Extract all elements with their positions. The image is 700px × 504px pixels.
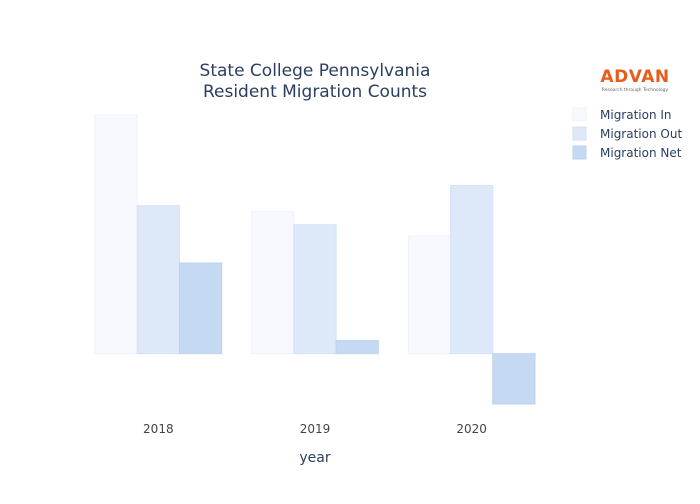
legend-item-migration-net[interactable]: Migration Net — [572, 145, 682, 160]
x-axis-title: year — [299, 450, 330, 466]
legend-label: Migration Net — [600, 146, 682, 160]
chart-title-line-2: Resident Migration Counts — [203, 82, 427, 102]
advan-logo: ADVAN Research through Technology — [600, 67, 669, 93]
bar-migration-in-2019[interactable] — [251, 211, 295, 355]
bar-migration-out-2020[interactable] — [450, 184, 494, 355]
legend-item-migration-out[interactable]: Migration Out — [572, 126, 682, 141]
bars-layer — [94, 114, 536, 405]
bar-migration-net-2018[interactable] — [178, 262, 223, 355]
bar-migration-in-2018[interactable] — [94, 114, 138, 355]
chart-title-line-1: State College Pennsylvania — [200, 61, 431, 81]
legend-swatch — [572, 126, 587, 141]
legend-item-migration-in[interactable]: Migration In — [572, 107, 672, 122]
legend: Migration In Migration Out Migration Net — [572, 107, 682, 160]
x-tick-label-2020: 2020 — [456, 422, 487, 436]
x-tick-label-2019: 2019 — [300, 422, 331, 436]
advan-logo-wordmark: ADVAN — [600, 67, 669, 87]
advan-logo-tagline: Research through Technology — [602, 87, 669, 93]
x-tick-labels: 2018 2019 2020 — [143, 422, 487, 436]
x-tick-label-2018: 2018 — [143, 422, 174, 436]
legend-swatch — [572, 145, 587, 160]
bar-migration-net-2020[interactable] — [492, 353, 536, 405]
bar-migration-in-2020[interactable] — [407, 235, 452, 355]
legend-label: Migration In — [600, 108, 672, 122]
legend-label: Migration Out — [600, 127, 682, 141]
bar-migration-net-2019[interactable] — [335, 340, 379, 355]
bar-migration-out-2019[interactable] — [293, 224, 337, 355]
bar-migration-out-2018[interactable] — [136, 205, 180, 355]
legend-swatch — [572, 107, 587, 122]
